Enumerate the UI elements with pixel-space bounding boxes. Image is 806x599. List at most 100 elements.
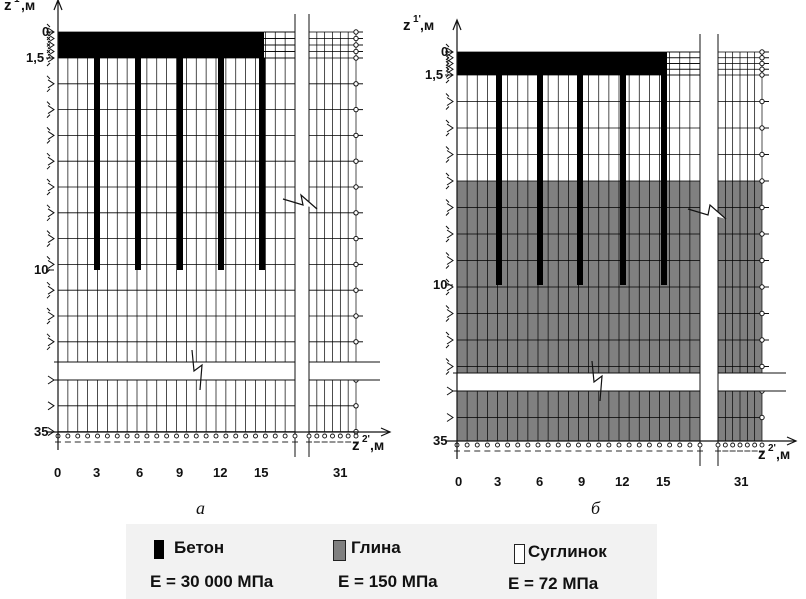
support-node	[759, 337, 765, 343]
concrete-pile	[177, 58, 183, 270]
legend-modulus-loam: E = 72 МПа	[508, 574, 599, 593]
support-left	[445, 252, 454, 269]
support-node	[759, 49, 765, 55]
bottom-support	[85, 433, 91, 439]
support-left	[46, 204, 55, 222]
support-node	[353, 55, 359, 61]
bottom-support	[752, 442, 758, 448]
horizontal-break-band	[453, 373, 788, 391]
concrete-pile	[620, 75, 626, 285]
legend-modulus-clay: E = 150 МПа	[338, 572, 438, 591]
bottom-support	[545, 442, 551, 448]
concrete-pile	[259, 58, 265, 270]
support-node	[759, 363, 765, 370]
support-node	[353, 158, 359, 164]
z-tick-label: 0	[441, 44, 448, 59]
support-node	[353, 235, 359, 242]
bottom-support	[596, 442, 602, 448]
bottom-support	[474, 442, 480, 448]
bottom-support	[565, 442, 571, 448]
bottom-support	[203, 433, 209, 439]
legend-label-clay: Глина	[351, 538, 401, 557]
x-tick-label: 9	[176, 465, 183, 480]
bottom-support	[262, 433, 268, 439]
support-left	[46, 333, 55, 351]
support-node	[759, 257, 765, 264]
legend: Бетон E = 30 000 МПа Глина E = 150 МПа С…	[126, 524, 657, 599]
bottom-support	[646, 442, 652, 448]
support-node	[759, 284, 765, 290]
concrete-pile	[537, 75, 543, 285]
support-left	[445, 358, 454, 375]
x-tick-label: 3	[93, 465, 100, 480]
bottom-support	[616, 442, 622, 448]
support-node	[759, 151, 765, 158]
support-node	[759, 125, 765, 131]
support-node	[353, 184, 359, 190]
break-zigzag-vertical	[687, 203, 727, 220]
concrete-plate	[457, 52, 667, 75]
support-left	[46, 230, 55, 247]
concrete-pile	[577, 75, 583, 285]
support-node	[353, 106, 359, 113]
support-left	[46, 127, 55, 144]
support-node	[759, 414, 765, 421]
legend-label-loam: Суглинок	[528, 542, 607, 561]
bottom-support	[606, 442, 612, 448]
z-axis-label-unit: ,м	[420, 17, 434, 33]
support-left	[445, 119, 454, 137]
bottom-support	[164, 433, 170, 439]
bottom-support	[657, 442, 662, 448]
concrete-pile	[218, 58, 224, 270]
z-axis-label: z	[403, 17, 411, 34]
support-node	[759, 60, 765, 67]
support-node	[353, 35, 359, 42]
bottom-support	[306, 433, 312, 439]
bottom-support	[759, 442, 765, 448]
bottom-support	[464, 442, 470, 448]
z-tick-label: 1,5	[26, 50, 44, 65]
bottom-support	[282, 433, 288, 439]
bottom-support	[337, 433, 343, 439]
bottom-support	[314, 433, 320, 439]
support-node	[759, 178, 765, 184]
bottom-support	[183, 433, 189, 439]
bottom-support	[697, 442, 703, 448]
support-left	[46, 75, 55, 93]
x-tick-label: 31	[333, 465, 347, 480]
x-axis-label-unit: ,м	[776, 446, 790, 462]
x-axis-label: z	[758, 446, 766, 463]
bottom-support	[715, 442, 721, 448]
z-tick-label: 10	[34, 262, 48, 277]
bottom-support	[322, 433, 328, 439]
horizontal-break-band	[54, 362, 382, 380]
bottom-support	[636, 442, 642, 448]
support-node	[759, 66, 765, 72]
legend-label-concrete: Бетон	[174, 538, 225, 557]
x-tick-label: 12	[213, 465, 227, 480]
x-tick-label: 12	[615, 474, 629, 489]
bottom-support	[484, 442, 490, 448]
bottom-support	[193, 433, 199, 439]
x-axis-arrow	[786, 436, 798, 446]
bottom-support	[253, 433, 258, 439]
support-node	[353, 81, 359, 87]
bottom-support	[586, 442, 592, 448]
bottom-support	[677, 442, 683, 448]
bottom-support	[515, 442, 521, 448]
x-axis-label: z	[352, 437, 360, 454]
support-node	[759, 310, 765, 317]
support-left	[47, 401, 55, 411]
support-node	[759, 72, 765, 78]
bottom-support	[687, 442, 693, 448]
legend-modulus-concrete: E = 30 000 МПа	[150, 572, 274, 591]
support-node	[353, 210, 359, 216]
vertical-break-band	[700, 32, 718, 466]
bottom-support	[535, 442, 541, 448]
x-axis-label-unit: ,м	[370, 437, 384, 453]
concrete-plate	[58, 32, 264, 58]
support-node	[353, 313, 359, 319]
legend-swatch-loam	[514, 544, 525, 564]
